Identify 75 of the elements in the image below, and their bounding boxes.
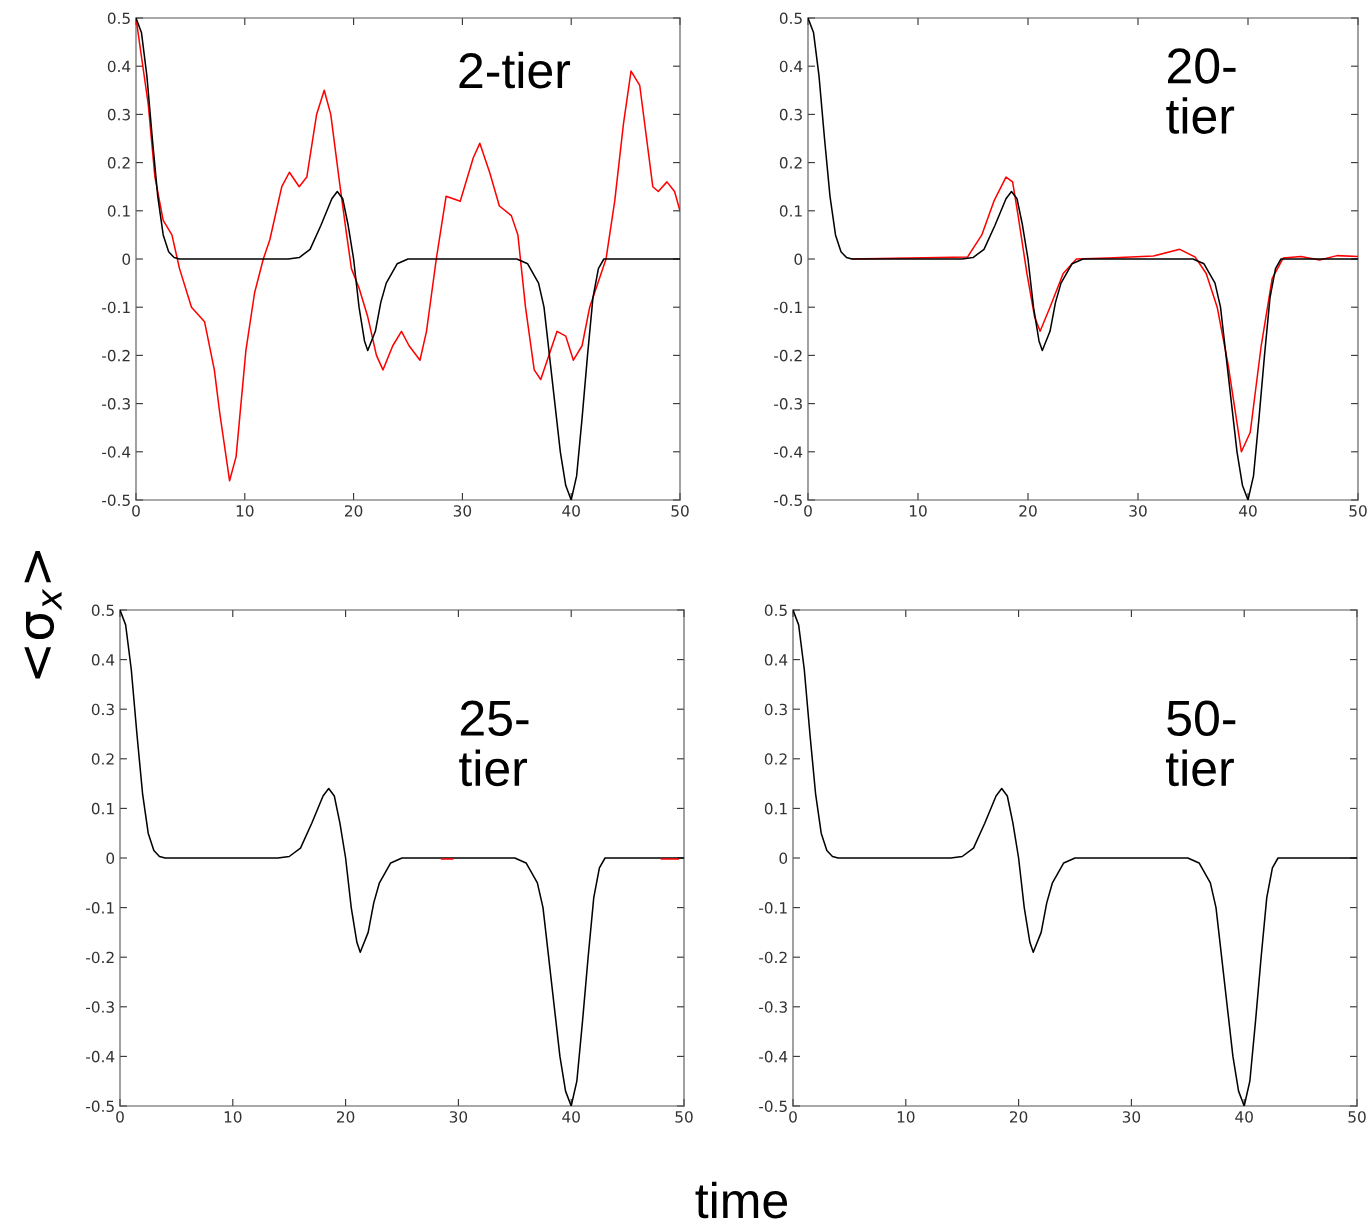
annotation: 20- tier — [1166, 48, 1236, 134]
y-tick-label: -0.5 — [102, 494, 130, 507]
y-tick-label: 0.3 — [107, 108, 130, 121]
y-tick-label: -0.1 — [86, 902, 114, 914]
y-tick-label: 0.4 — [107, 60, 131, 73]
line-series — [793, 610, 1357, 1106]
y-tick-label: 0.5 — [91, 604, 114, 617]
y-tick-label: -0.2 — [759, 951, 787, 964]
x-tick-label: 30 — [449, 1111, 468, 1123]
y-tick-label: 0.4 — [764, 654, 788, 666]
y-axis-title: <σ$_{x}$> — [24, 551, 62, 679]
y-tick-label: 0 — [122, 253, 131, 266]
y-tick-label: -0.4 — [759, 1050, 788, 1063]
annotation: 2-tier — [459, 51, 571, 89]
y-tick-label: -0.3 — [86, 1001, 114, 1013]
y-tick-label: 0.1 — [779, 205, 802, 217]
y-tick-label: -0.2 — [86, 951, 114, 964]
y-tick-label: 0.1 — [107, 205, 130, 217]
y-tick-label: 0 — [779, 852, 788, 865]
y-tick-label: -0.5 — [774, 494, 802, 507]
x-tick-label: 10 — [909, 505, 927, 517]
y-tick-label: -0.3 — [774, 398, 802, 410]
y-tick-label: -0.3 — [759, 1001, 787, 1013]
x-tick-label: 40 — [1239, 505, 1257, 517]
y-tick-label: -0.4 — [774, 446, 803, 458]
y-tick-label: -0.4 — [86, 1050, 115, 1063]
y-tick-label: 0.1 — [764, 802, 787, 815]
x-axis-title: time — [695, 1181, 788, 1219]
x-tick-label: 0 — [804, 505, 812, 517]
y-tick-label: 0.5 — [764, 604, 787, 617]
y-tick-label: 0 — [794, 253, 803, 266]
y-tick-label: 0.1 — [91, 802, 114, 815]
annotation: 50- tier — [1166, 700, 1236, 787]
x-tick-label: 30 — [1129, 505, 1147, 517]
y-tick-label: -0.5 — [86, 1100, 114, 1113]
x-tick-label: 20 — [345, 505, 363, 517]
y-tick-label: -0.1 — [774, 301, 802, 314]
x-tick-label: 20 — [1019, 505, 1037, 517]
y-tick-label: 0.4 — [91, 654, 115, 666]
x-tick-label: 20 — [1010, 1111, 1028, 1123]
y-tick-label: 0.4 — [779, 60, 803, 73]
y-tick-label: 0.2 — [91, 753, 114, 765]
x-tick-label: 0 — [132, 505, 140, 517]
x-tick-label: 50 — [671, 505, 689, 517]
annotation: 25- tier — [459, 700, 529, 787]
y-tick-label: -0.5 — [759, 1100, 787, 1113]
y-tick-label: -0.1 — [102, 301, 130, 314]
y-tick-label: 0.2 — [764, 753, 787, 765]
y-tick-label: 0.3 — [779, 108, 802, 121]
y-tick-label: 0.5 — [779, 12, 802, 25]
y-tick-label: 0.3 — [764, 703, 787, 716]
y-tick-label: -0.3 — [102, 398, 130, 410]
y-tick-label: -0.4 — [102, 446, 131, 458]
y-tick-label: 0.2 — [779, 157, 802, 169]
y-tick-label: 0.3 — [91, 703, 114, 716]
line-series — [808, 18, 1358, 500]
y-tick-label: 0.5 — [107, 12, 130, 25]
y-tick-label: -0.2 — [774, 349, 802, 362]
x-tick-label: 50 — [1348, 1111, 1366, 1123]
x-tick-label: 40 — [1235, 1111, 1253, 1123]
x-tick-label: 50 — [1349, 505, 1367, 517]
line-series — [120, 610, 684, 1106]
x-tick-label: 30 — [1122, 1111, 1141, 1123]
x-tick-label: 40 — [562, 1111, 580, 1123]
y-tick-label: 0.2 — [107, 157, 130, 169]
y-tick-label: -0.1 — [759, 902, 787, 914]
x-tick-label: 20 — [337, 1111, 355, 1123]
x-tick-label: 10 — [224, 1111, 242, 1123]
x-tick-label: 10 — [236, 505, 254, 517]
y-tick-label: 0 — [106, 852, 115, 865]
x-tick-label: 30 — [453, 505, 472, 517]
x-tick-label: 10 — [897, 1111, 915, 1123]
x-tick-label: 50 — [675, 1111, 693, 1123]
y-tick-label: -0.2 — [102, 349, 130, 362]
x-tick-label: 40 — [562, 505, 580, 517]
